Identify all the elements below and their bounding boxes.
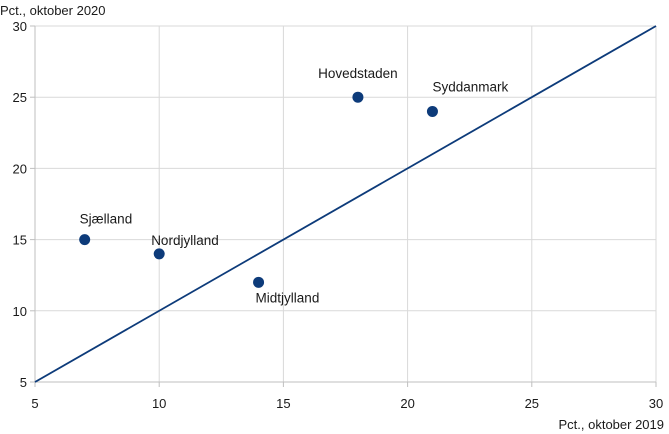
reference-line <box>34 25 657 383</box>
y-tick-label: 15 <box>13 233 27 248</box>
axes <box>30 25 657 387</box>
point-label: Sjælland <box>80 212 133 227</box>
y-tick-label: 20 <box>13 161 27 176</box>
y-tick-label: 25 <box>13 90 27 105</box>
data-point <box>426 105 438 117</box>
y-tick-label: 30 <box>13 19 27 34</box>
data-points <box>79 91 438 288</box>
grid-lines <box>35 25 657 382</box>
data-point <box>79 234 91 246</box>
tick-labels: 5 10 15 20 25 30 5 10 15 20 25 30 <box>13 19 664 411</box>
point-labels: Sjælland Nordjylland Midtjylland Hovedstade… <box>80 66 509 305</box>
point-label: Hovedstaden <box>318 66 398 81</box>
x-tick-label: 30 <box>649 396 663 411</box>
x-tick-label: 20 <box>400 396 414 411</box>
y-tick-label: 10 <box>13 304 27 319</box>
data-point <box>253 276 265 288</box>
data-point <box>153 248 165 260</box>
y-axis-title: Pct., oktober 2020 <box>0 3 106 18</box>
point-label: Midtjylland <box>256 290 320 305</box>
x-tick-label: 15 <box>276 396 290 411</box>
data-point <box>352 91 364 103</box>
x-tick-label: 5 <box>31 396 38 411</box>
x-tick-label: 10 <box>152 396 166 411</box>
x-tick-label: 25 <box>525 396 539 411</box>
reference-line-layer <box>34 25 657 383</box>
x-axis-title: Pct., oktober 2019 <box>558 417 664 432</box>
y-tick-label: 5 <box>20 375 27 390</box>
point-label: Nordjylland <box>151 233 219 248</box>
point-label: Syddanmark <box>432 79 508 94</box>
